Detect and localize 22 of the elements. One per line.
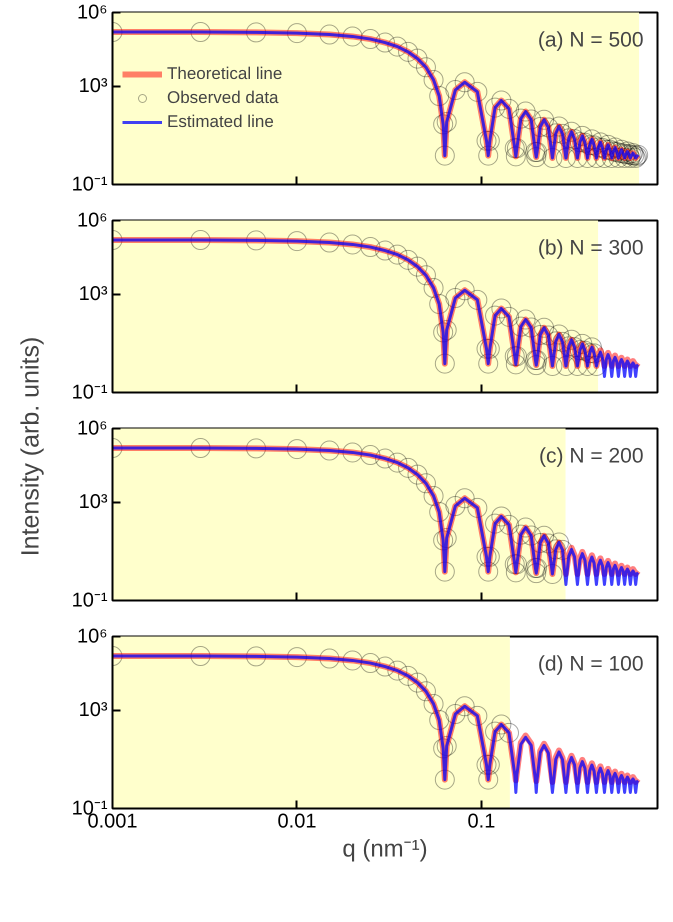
- y-tick-label: 10⁻¹: [72, 174, 108, 196]
- legend-label: Theoretical line: [167, 64, 282, 84]
- x-tick-label: 0.01: [278, 810, 316, 832]
- y-axis-title: Intensity (arb. units): [16, 336, 44, 556]
- x-axis-title: q (nm⁻¹): [342, 836, 428, 862]
- text: (c) N = 200: [539, 444, 644, 468]
- x-tick-label: 0.1: [468, 810, 496, 832]
- legend-label: Observed data: [167, 88, 279, 108]
- legend-label: Estimated line: [167, 112, 274, 132]
- y-tick-label: 10⁶: [77, 2, 108, 24]
- y-tick-label: 10³: [78, 699, 108, 722]
- y-tick-label: 10⁻¹: [72, 382, 108, 404]
- y-tick-label: 10⁶: [77, 626, 108, 648]
- text: (b) N = 300: [538, 236, 644, 260]
- y-tick-label: 10³: [78, 491, 108, 514]
- y-tick-label: 10⁶: [77, 210, 108, 232]
- text: (d) N = 100: [538, 652, 644, 676]
- text: (a) N = 500: [538, 28, 644, 52]
- y-tick-label: 10³: [78, 283, 108, 306]
- y-tick-label: 10⁶: [77, 418, 108, 440]
- y-tick-label: 10⁻¹: [72, 590, 108, 612]
- y-tick-label: 10³: [78, 75, 108, 98]
